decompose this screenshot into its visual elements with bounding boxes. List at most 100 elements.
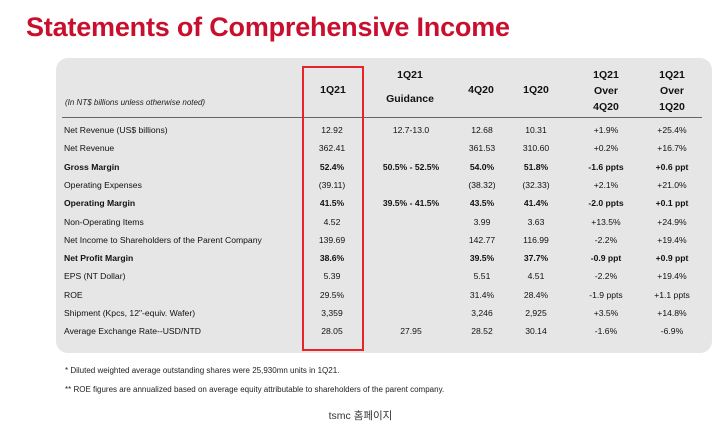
cell-over-1q20: +1.1 ppts <box>654 289 690 300</box>
cell-1q20: 28.4% <box>523 289 549 300</box>
cell-over-1q20: +24.9% <box>657 216 687 227</box>
cell-guidance: 39.5% - 41.5% <box>382 198 440 209</box>
row-label: Non-Operating Items <box>64 216 144 227</box>
header-over-4q20: 1Q21 Over 4Q20 <box>572 67 640 115</box>
cell-over-1q20: +14.8% <box>657 308 687 318</box>
row-label: ROE <box>64 289 83 300</box>
footnote-roe: ** ROE figures are annualized based on a… <box>65 385 445 394</box>
cell-1q21: (39.11) <box>318 179 346 190</box>
footnote-diluted-shares: * Diluted weighted average outstanding s… <box>65 366 340 375</box>
cell-1q20: 10.31 <box>525 125 547 135</box>
header-over-4q20-line1: 1Q21 <box>593 69 619 81</box>
cell-1q21: 29.5% <box>319 289 345 300</box>
cell-1q21: 12.92 <box>321 125 343 135</box>
header-guidance: 1Q21 Guidance <box>368 67 452 107</box>
cell-over-4q20: +3.5% <box>593 308 619 318</box>
cell-over-4q20: +13.5% <box>591 216 621 227</box>
header-over-1q20: 1Q21 Over 1Q20 <box>642 67 702 115</box>
header-over-4q20-line3: 4Q20 <box>593 101 619 113</box>
row-label: Net Profit Margin <box>64 253 134 264</box>
cell-1q21: 4.52 <box>323 216 341 227</box>
cell-over-1q20: -6.9% <box>660 326 684 337</box>
cell-1q21: 52.4% <box>319 161 345 172</box>
cell-over-4q20: -1.9 ppts <box>589 289 623 300</box>
unit-note: (In NT$ billions unless otherwise noted) <box>65 98 206 107</box>
cell-over-4q20: +2.1% <box>593 179 619 190</box>
table-row: Net Revenue (US$ billions) 12.92 12.7-13.0… <box>62 123 702 138</box>
header-guidance-line2: Guidance <box>386 93 434 105</box>
header-guidance-line1: 1Q21 <box>397 69 423 81</box>
cell-1q21: 362.41 <box>318 143 346 154</box>
cell-4q20: 3,246 <box>471 308 493 318</box>
table-row: Net Revenue 362.41 361.53 310.60 +0.2% +16.7% <box>62 141 702 156</box>
row-label: Operating Expenses <box>64 179 142 190</box>
header-over-1q20-line2: Over <box>660 85 684 97</box>
header-4q20: 4Q20 <box>456 82 506 98</box>
cell-over-1q20: +25.4% <box>657 125 687 135</box>
cell-1q21: 3,359 <box>321 308 343 318</box>
cell-1q21: 28.05 <box>321 326 343 337</box>
row-label: Shipment (Kpcs, 12"-equiv. Wafer) <box>64 308 196 318</box>
row-label: Operating Margin <box>64 198 136 209</box>
header-over-4q20-line2: Over <box>594 85 618 97</box>
table-row: Shipment (Kpcs, 12"-equiv. Wafer) 3,359 3,… <box>62 306 702 321</box>
cell-over-1q20: +19.4% <box>657 234 687 245</box>
header-1q20: 1Q20 <box>512 82 560 98</box>
row-label: Net Income to Shareholders of the Parent… <box>64 234 262 245</box>
cell-over-4q20: -1.6 ppts <box>588 161 624 172</box>
cell-1q21: 5.39 <box>323 271 341 282</box>
cell-over-4q20: -2.2% <box>594 271 618 282</box>
cell-1q20: 3.63 <box>527 216 545 227</box>
page-title: Statements of Comprehensive Income <box>26 12 510 42</box>
cell-over-4q20: -2.0 ppts <box>588 198 624 209</box>
cell-4q20: 12.68 <box>471 125 493 135</box>
row-label: Average Exchange Rate--USD/NTD <box>64 326 201 337</box>
table-row: Operating Margin 41.5% 39.5% - 41.5% 43.5% 4… <box>62 196 702 211</box>
cell-1q20: 37.7% <box>523 253 549 264</box>
cell-guidance: 50.5% - 52.5% <box>382 161 440 172</box>
cell-1q21: 38.6% <box>319 253 345 264</box>
cell-over-4q20: +0.2% <box>593 143 619 154</box>
cell-4q20: 3.99 <box>473 216 491 227</box>
cell-4q20: (38.32) <box>468 179 496 190</box>
header-1q21: 1Q21 <box>302 82 364 98</box>
header-1q21-label: 1Q21 <box>320 84 346 96</box>
table-row: EPS (NT Dollar) 5.39 5.51 4.51 -2.2% +19.4% <box>62 269 702 284</box>
cell-1q20: 2,925 <box>525 308 547 318</box>
cell-4q20: 5.51 <box>473 271 491 282</box>
cell-4q20: 54.0% <box>469 161 495 172</box>
cell-over-1q20: +0.9 ppt <box>655 253 689 264</box>
cell-1q21: 41.5% <box>319 198 345 209</box>
table-row: Net Profit Margin 38.6% 39.5% 37.7% -0.9 ppt… <box>62 251 702 266</box>
cell-1q21: 139.69 <box>318 234 346 245</box>
cell-over-4q20: -1.6% <box>594 326 618 337</box>
cell-over-1q20: +16.7% <box>657 143 687 154</box>
cell-over-1q20: +21.0% <box>657 179 687 190</box>
table-row: Average Exchange Rate--USD/NTD 28.05 27.95… <box>62 324 702 339</box>
table-panel <box>56 58 712 353</box>
row-label: Gross Margin <box>64 161 120 172</box>
header-4q20-label: 4Q20 <box>468 84 494 96</box>
cell-guidance: 27.95 <box>400 326 422 337</box>
row-label: Net Revenue (US$ billions) <box>64 125 168 135</box>
row-label: Net Revenue <box>64 143 115 154</box>
cell-1q20: 41.4% <box>523 198 549 209</box>
cell-4q20: 43.5% <box>469 198 495 209</box>
cell-over-4q20: +1.9% <box>593 125 619 135</box>
cell-over-1q20: +0.1 ppt <box>655 198 689 209</box>
header-over-1q20-line1: 1Q21 <box>659 69 685 81</box>
cell-1q20: 30.14 <box>525 326 547 337</box>
cell-over-1q20: +0.6 ppt <box>655 161 689 172</box>
cell-1q20: 116.99 <box>523 234 549 245</box>
cell-over-4q20: -2.2% <box>594 234 618 245</box>
image-caption: tsmc 홈페이지 <box>328 410 393 422</box>
cell-4q20: 142.77 <box>468 234 496 245</box>
header-divider <box>62 117 702 118</box>
header-over-1q20-line3: 1Q20 <box>659 101 685 113</box>
row-label: EPS (NT Dollar) <box>64 271 126 282</box>
cell-guidance: 12.7-13.0 <box>392 125 430 135</box>
cell-over-4q20: -0.9 ppt <box>590 253 622 264</box>
table-row: ROE 29.5% 31.4% 28.4% -1.9 ppts +1.1 ppts <box>62 288 702 303</box>
q1-21-highlight-box <box>302 66 364 351</box>
table-row: Operating Expenses (39.11) (38.32) (32.33) +… <box>62 178 702 193</box>
